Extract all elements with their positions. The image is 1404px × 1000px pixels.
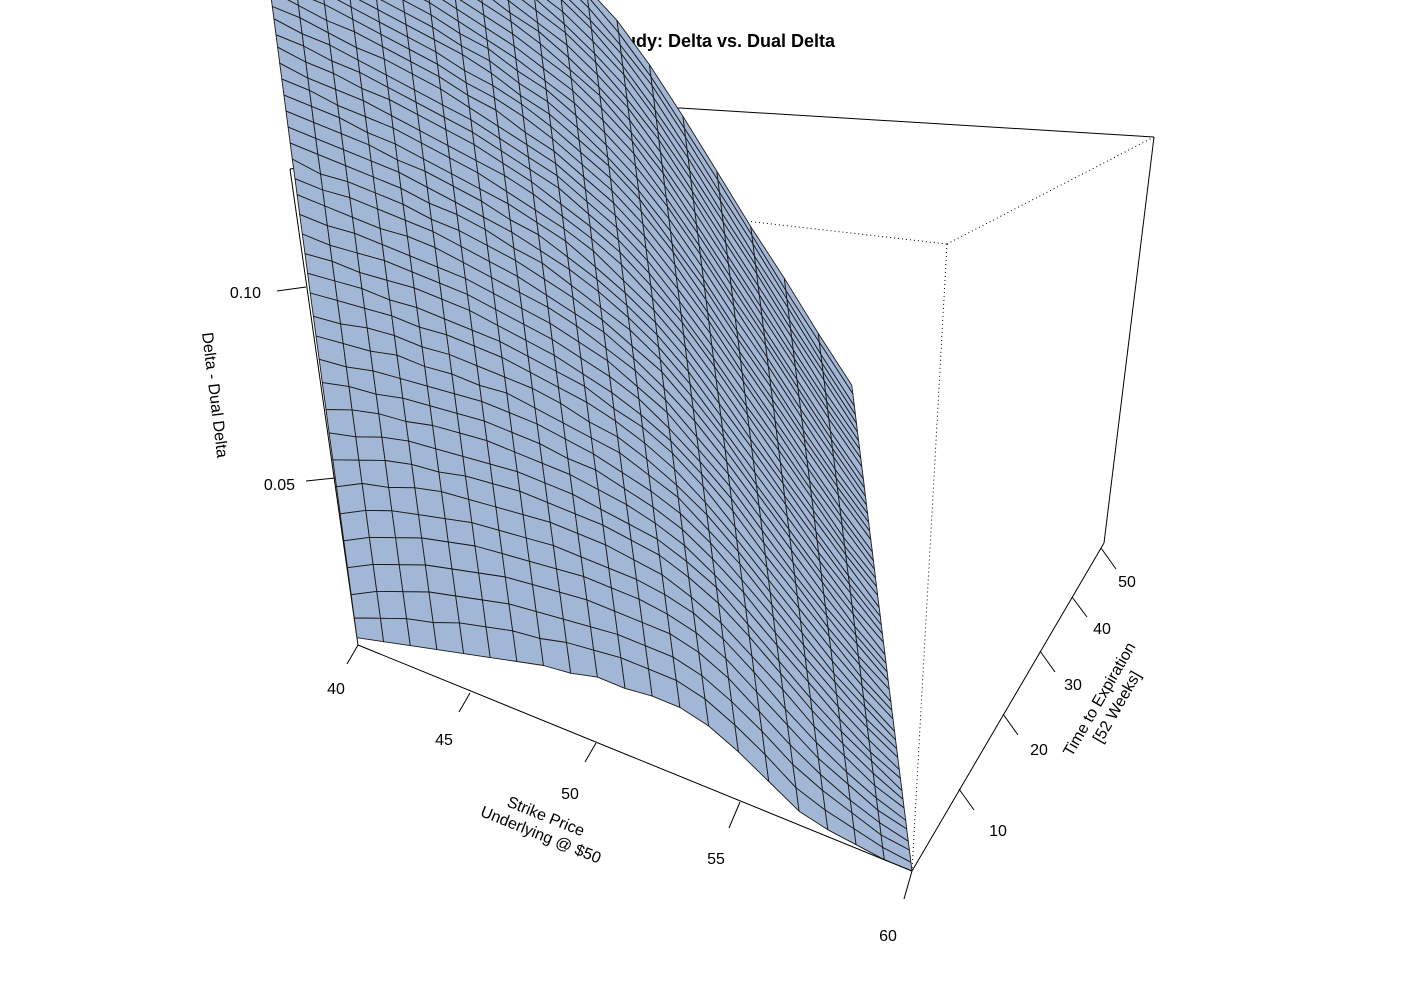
surface-patch (458, 622, 491, 659)
y-tick-50 (1100, 547, 1117, 570)
x-axis-label: Strike Price Underlying @ $50 (478, 786, 611, 867)
box-edge-hidden-top-right (946, 136, 1155, 245)
y-tick-10 (958, 788, 975, 811)
y-tick-label-50: 50 (1118, 574, 1136, 591)
y-tick-label-20: 20 (1030, 742, 1048, 759)
surface-patch (424, 564, 457, 597)
surface-patch (539, 638, 572, 674)
z-tick-0.05 (305, 477, 336, 482)
x-tick-40 (346, 644, 359, 665)
z-tick-label-0.05: 0.05 (264, 477, 295, 494)
y-tick-40 (1071, 596, 1088, 618)
surface-patch (351, 409, 383, 438)
surface-patch (332, 459, 363, 488)
box-hidden-edges (289, 136, 1155, 872)
surface-patch (384, 460, 416, 489)
surface-patch (414, 487, 446, 520)
y-tick-30 (1039, 650, 1056, 673)
x-tick-label-40: 40 (327, 681, 345, 698)
y-axis-line (911, 542, 1105, 872)
surface-patch (485, 626, 518, 662)
surface-patch (361, 483, 393, 512)
surface-patch (451, 568, 483, 601)
surface-mesh (270, 0, 913, 872)
surface-patch (365, 509, 397, 539)
box-edge-right-vertical (1103, 136, 1155, 544)
surface-patch (372, 563, 404, 593)
surface-patch (376, 590, 408, 620)
surface-patch (481, 599, 514, 632)
surface-patch (321, 382, 353, 411)
surface-patch (395, 537, 426, 566)
surface-patch (368, 536, 400, 566)
x-tick-45 (458, 692, 471, 713)
surface-patch (432, 622, 465, 655)
surface-patch (355, 436, 386, 461)
y-tick-label-40: 40 (1093, 621, 1111, 638)
box-edge-left-vertical (289, 168, 359, 646)
chart-title: Study: Delta vs. Dual Delta (607, 31, 836, 51)
x-tick-label-45: 45 (435, 732, 453, 749)
x-tick-60 (903, 870, 913, 900)
z-tick-0.10 (276, 286, 307, 292)
y-axis: 10 20 30 40 50 Time to Expiration [52 We… (958, 547, 1159, 840)
x-tick-label-50: 50 (561, 786, 579, 803)
surface-patch (455, 595, 487, 628)
surface-patch (406, 618, 438, 651)
surface-patch (347, 563, 378, 596)
surface-patch (402, 591, 434, 624)
surface-patch (339, 509, 370, 542)
box-edge-hidden-vertical (911, 243, 948, 872)
surface-patch (391, 510, 423, 539)
box-edge-top-right (679, 107, 1155, 138)
y-axis-label: Time to Expiration [52 Weeks] (1061, 636, 1159, 769)
surface-patch (336, 483, 367, 515)
x-axis-line (357, 644, 913, 872)
x-tick-label-60: 60 (879, 928, 897, 945)
surface-patch (343, 536, 374, 569)
z-axis-label: Delta - Dual Delta (198, 331, 230, 459)
surface-patch (447, 541, 480, 574)
surface-patch (421, 537, 453, 570)
z-tick-label-0.10: 0.10 (230, 285, 261, 302)
surface-patch (353, 617, 385, 643)
y-tick-label-10: 10 (989, 823, 1007, 840)
x-tick-label-55: 55 (707, 851, 725, 868)
surface-patch (428, 591, 460, 624)
surface-patch (478, 572, 510, 605)
x-tick-50 (584, 742, 597, 763)
surface-patch (380, 617, 411, 647)
y-tick-label-30: 30 (1064, 677, 1082, 694)
x-tick-55 (728, 801, 741, 829)
surface-patch (398, 564, 430, 593)
surface-patch (350, 590, 381, 619)
y-tick-20 (1002, 713, 1019, 736)
surface-patch (328, 432, 360, 461)
